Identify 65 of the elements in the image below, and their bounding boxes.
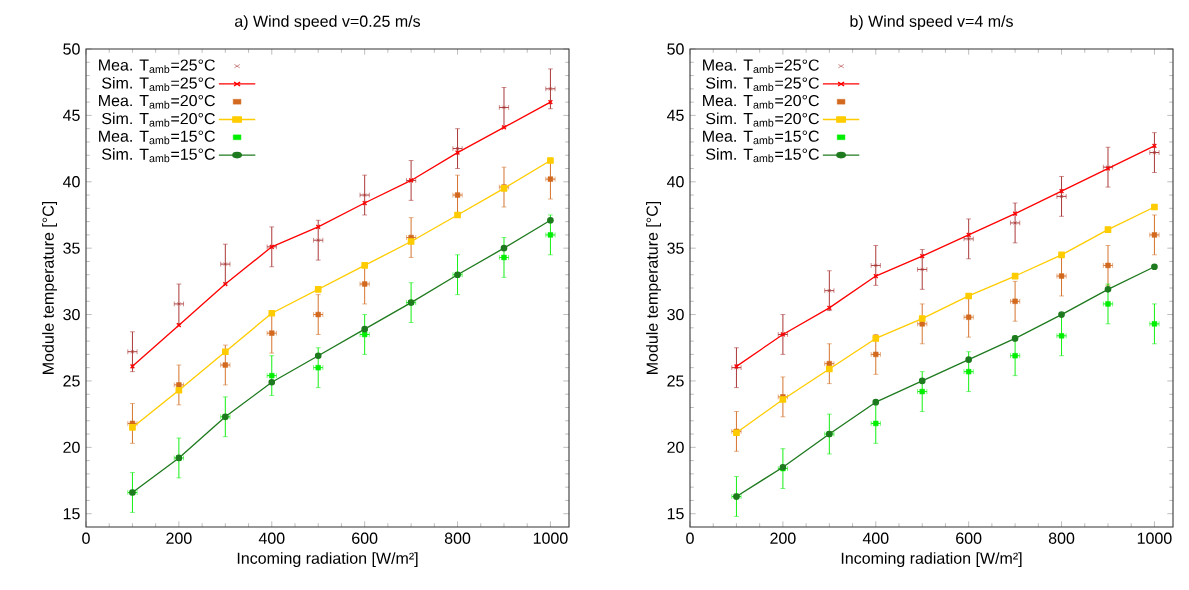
y-tick-label: 50 (63, 43, 80, 55)
point (221, 348, 229, 356)
y-axis-title: Module temperature [°C] (42, 201, 58, 374)
y-tick-label: 15 (63, 508, 80, 520)
point (1151, 263, 1158, 271)
x-tick-label: 400 (258, 532, 285, 544)
y-tick-label: 30 (667, 308, 684, 321)
y-tick-label: 45 (62, 109, 80, 121)
y-tick-label: 20 (667, 441, 684, 453)
chart-title: b) Wind speed v=4 m/s (850, 15, 1013, 31)
x-tick-label: 1000 (533, 532, 568, 544)
point (315, 224, 321, 230)
legend-label: Mea. T$_{amb}$=20°C (703, 94, 819, 109)
chart-title: a) Wind speed v=0.25 m/s (235, 15, 421, 31)
x-tick-label: 600 (352, 532, 378, 544)
x-tick-label: 1000 (1137, 532, 1172, 544)
y-tick-label: 45 (666, 109, 684, 121)
point (965, 356, 972, 364)
point (873, 273, 879, 279)
point (872, 398, 880, 406)
y-tick-label: 20 (63, 441, 80, 453)
y-tick-label: 35 (667, 242, 684, 254)
y-axis-title: Module temperature [°C] (646, 201, 662, 374)
x-tick-label: 200 (166, 532, 192, 544)
legend-label: Sim. T$_{amb}$=25°C (706, 76, 819, 92)
point (1151, 203, 1158, 211)
x-tick-label: 400 (862, 532, 889, 544)
point (1058, 311, 1065, 318)
y-tick-label: 30 (63, 308, 80, 321)
legend-label: Mea. T$_{amb}$=15°C (703, 130, 819, 145)
point (918, 377, 926, 385)
point (965, 292, 972, 300)
x-tick-label: 0 (82, 532, 90, 544)
point (362, 200, 368, 206)
point (919, 253, 925, 259)
point (500, 244, 508, 252)
x-tick-label: 800 (1048, 532, 1075, 544)
x-axis-title: Incoming radiation [W/m²] (841, 552, 1022, 568)
legend-label: Mea. T$_{amb}$=15°C (99, 130, 215, 145)
legend-label: Sim. T$_{amb}$=20°C (102, 112, 215, 127)
y-tick-label: 40 (666, 176, 684, 188)
x-tick-label: 600 (956, 532, 982, 544)
y-tick-label: 50 (667, 43, 684, 55)
point (314, 352, 322, 360)
y-tick-label: 40 (62, 176, 80, 188)
x-axis-title: Incoming radiation [W/m²] (237, 552, 418, 568)
y-tick-label: 35 (63, 242, 80, 254)
legend-label: Sim. T$_{amb}$=20°C (706, 112, 819, 127)
point (547, 157, 554, 164)
legend-label: Sim. T$_{amb}$=15°C (706, 148, 819, 163)
point (1058, 251, 1065, 259)
legend-label: Mea. T$_{amb}$=25°C (99, 59, 215, 74)
point (361, 262, 368, 269)
y-tick-label: 25 (63, 375, 80, 387)
legend-label: Mea. T$_{amb}$=25°C (703, 59, 819, 74)
legend-label: Sim. T$_{amb}$=25°C (102, 76, 215, 92)
y-tick-label: 25 (667, 375, 684, 387)
x-tick-label: 200 (770, 532, 796, 544)
legend-label: Sim. T$_{amb}$=15°C (102, 148, 215, 163)
point (1104, 226, 1112, 233)
point (1012, 211, 1018, 217)
legend-label: Mea. T$_{amb}$=20°C (99, 94, 215, 109)
x-tick-label: 0 (686, 532, 694, 544)
x-tick-label: 800 (444, 532, 471, 544)
y-tick-label: 15 (667, 508, 684, 520)
